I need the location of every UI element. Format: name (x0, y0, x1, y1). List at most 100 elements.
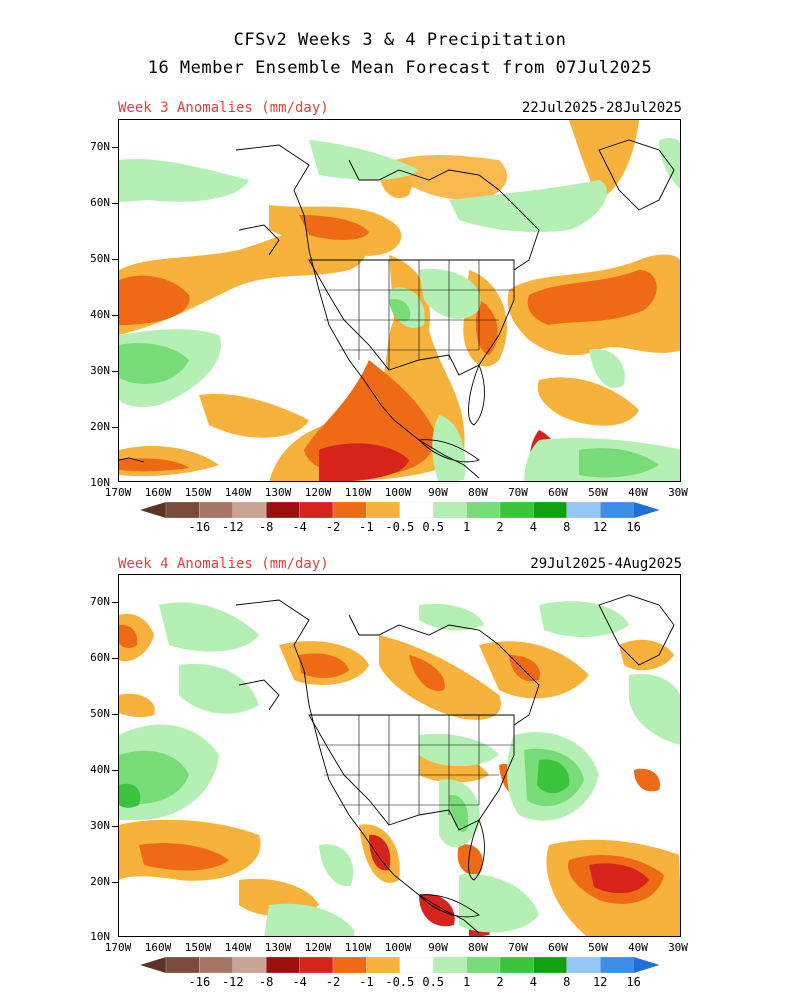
lon-label: 90W (428, 941, 448, 954)
lon-label: 120W (304, 486, 332, 499)
lon-label: 160W (144, 941, 172, 954)
panel-2-heading: Week 4 Anomalies (mm/day) (118, 556, 329, 572)
week4-dry-anomalies (119, 613, 680, 936)
colorbar-tick-label: -16 (188, 975, 211, 989)
title-line-2: 16 Member Ensemble Mean Forecast from 07… (147, 58, 653, 78)
colorbar-swatch (232, 956, 267, 974)
lon-label: 150W (184, 941, 212, 954)
colorbar-tick-label: -4 (292, 975, 307, 989)
colorbar-tick-label: -0.5 (385, 975, 415, 989)
colorbar-tick-label: -16 (188, 520, 211, 534)
colorbar-tick-label: 1 (462, 520, 471, 534)
lon-label: 150W (184, 486, 212, 499)
lon-label: 120W (304, 941, 332, 954)
lat-label: 30N (90, 819, 110, 832)
colorbar-tick-label: -8 (258, 520, 274, 534)
colorbar-swatch (566, 956, 601, 974)
colorbar-1: -16 -12 -8 -4 -2 -1 -0.5 0.5 1 2 4 8 12 16 (140, 501, 660, 538)
colorbar-swatch (533, 956, 567, 974)
lon-label: 60W (548, 486, 568, 499)
colorbar-swatch (165, 501, 200, 519)
colorbar-swatch (499, 956, 534, 974)
lon-label: 130W (264, 941, 292, 954)
colorbar-2-swatches (140, 956, 660, 974)
colorbar-swatch (199, 501, 233, 519)
colorbar-swatch (332, 956, 367, 974)
lon-label: 170W (104, 486, 132, 499)
colorbar-swatch (433, 956, 467, 974)
lon-label: 140W (224, 941, 252, 954)
lat-label: 10N (90, 930, 110, 943)
week4-state-lines (319, 715, 514, 825)
colorbar-tick-label: -4 (292, 520, 307, 534)
colorbar-tick-label: 4 (529, 520, 537, 534)
lat-label: 50N (90, 252, 110, 265)
lon-label: 70W (508, 486, 528, 499)
colorbar-swatch (466, 956, 501, 974)
lon-label: 30W (668, 941, 688, 954)
lat-label: 20N (90, 420, 110, 433)
lat-label: 60N (90, 651, 110, 664)
colorbar-tick-label: 16 (626, 520, 641, 534)
colorbar-high-end (633, 957, 660, 973)
colorbar-swatch (600, 501, 634, 519)
colorbar-swatch (433, 501, 467, 519)
colorbar-low-end (140, 957, 166, 973)
colorbar-swatch (299, 956, 334, 974)
lat-label: 60N (90, 196, 110, 209)
colorbar-tick-label: 0.5 (422, 520, 445, 534)
colorbar-tick-label: 16 (626, 975, 641, 989)
colorbar-swatch (533, 501, 567, 519)
colorbar-tick-label: -2 (325, 520, 341, 534)
week4-anomaly-map (118, 574, 681, 937)
colorbar-tick-label: -12 (221, 975, 244, 989)
lon-label: 160W (144, 486, 172, 499)
colorbar-high-end (633, 502, 660, 518)
lon-label: 30W (668, 486, 688, 499)
colorbar-tick-label: 1 (462, 975, 471, 989)
week3-state-lines (319, 260, 514, 370)
colorbar-swatch (399, 956, 434, 974)
lat-label: 70N (90, 595, 110, 608)
colorbar-1-swatches (140, 501, 660, 519)
title-line-1: CFSv2 Weeks 3 & 4 Precipitation (233, 30, 567, 50)
lat-label: 70N (90, 140, 110, 153)
colorbar-swatch (199, 956, 233, 974)
colorbar-tick-label: -12 (221, 520, 244, 534)
lat-label: 40N (90, 763, 110, 776)
colorbar-swatch (366, 501, 400, 519)
lat-label: 20N (90, 875, 110, 888)
colorbar-tick-label: 0.5 (422, 975, 445, 989)
panel-1-heading: Week 3 Anomalies (mm/day) (118, 100, 329, 116)
colorbar-tick-label: -2 (325, 975, 341, 989)
colorbar-swatch (366, 956, 400, 974)
colorbar-swatch (266, 501, 300, 519)
colorbar-tick-label: 8 (563, 975, 571, 989)
colorbar-swatch (266, 956, 300, 974)
colorbar-tick-label: -0.5 (385, 520, 415, 534)
lon-label: 40W (628, 941, 648, 954)
colorbar-swatch (332, 501, 367, 519)
lat-label: 10N (90, 476, 110, 489)
lon-label: 50W (588, 486, 608, 499)
colorbar-2: -16 -12 -8 -4 -2 -1 -0.5 0.5 1 2 4 8 12 16 (140, 956, 660, 993)
lon-label: 130W (264, 486, 292, 499)
lon-label: 110W (344, 941, 372, 954)
lon-label: 50W (588, 941, 608, 954)
colorbar-tick-label: 2 (496, 975, 504, 989)
lon-label: 90W (428, 486, 448, 499)
colorbar-tick-label: 12 (592, 520, 608, 534)
lon-label: 110W (344, 486, 372, 499)
week4-wet-anomalies (119, 601, 680, 936)
panel-2-dates: 29Jul2025-4Aug2025 (530, 556, 682, 572)
lat-label: 30N (90, 364, 110, 377)
colorbar-tick-label: -1 (359, 975, 374, 989)
lon-label: 140W (224, 486, 252, 499)
colorbar-tick-label: -1 (359, 520, 374, 534)
colorbar-tick-label: -8 (258, 975, 274, 989)
lon-label: 70W (508, 941, 528, 954)
colorbar-tick-label: 4 (529, 975, 537, 989)
colorbar-tick-label: 2 (496, 520, 504, 534)
colorbar-tick-label: 12 (592, 975, 608, 989)
lon-label: 100W (384, 486, 412, 499)
